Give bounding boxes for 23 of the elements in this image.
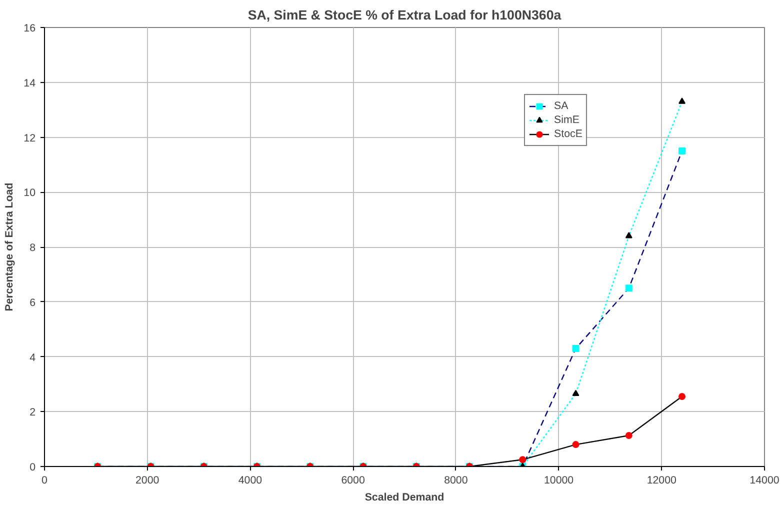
- y-tick-label: 4: [30, 352, 36, 364]
- y-tick-label: 8: [30, 242, 36, 254]
- y-tick-label: 6: [30, 296, 36, 309]
- x-tick-label: 6000: [341, 474, 365, 486]
- legend-label: StocE: [554, 127, 582, 141]
- y-tick-label: 10: [24, 187, 36, 200]
- x-tick-label: 8000: [444, 474, 468, 486]
- x-tick-label: 12000: [646, 474, 677, 486]
- legend-label: SimE: [554, 113, 580, 127]
- y-tick-label: 0: [30, 462, 36, 474]
- y-tick-label: 12: [24, 132, 36, 144]
- y-tick-label: 2: [30, 406, 36, 419]
- legend-label: SA: [554, 99, 570, 113]
- x-tick-label: 0: [42, 474, 48, 486]
- y-tick-label: 14: [24, 77, 36, 90]
- x-tick-label: 4000: [238, 474, 262, 486]
- y-axis-title: Percentage of Extra Load: [4, 182, 16, 312]
- x-tick-label: 14000: [750, 474, 780, 486]
- x-tick-label: 10000: [544, 474, 574, 486]
- chart-title: SA, SimE & StocE % of Extra Load for h100N360a: [248, 8, 562, 22]
- x-axis-title: Scaled Demand: [364, 492, 444, 504]
- x-tick-label: 2000: [136, 474, 160, 486]
- y-tick-label: 16: [24, 22, 36, 34]
